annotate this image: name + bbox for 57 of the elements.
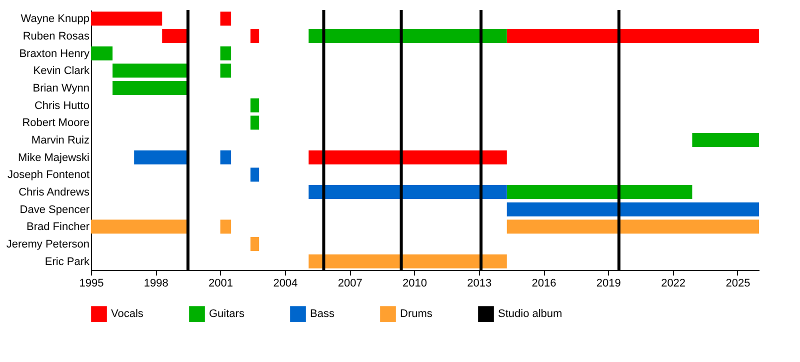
- y-tick-label: Chris Andrews: [18, 186, 90, 198]
- x-tick-label: 1995: [79, 278, 104, 290]
- y-tick-label: Dave Spencer: [20, 204, 90, 216]
- x-tick-label: 1998: [144, 278, 168, 290]
- bar: [112, 64, 188, 78]
- bar: [250, 29, 260, 43]
- bar: [692, 133, 759, 147]
- bar: [220, 64, 232, 78]
- y-tick-label: Braxton Henry: [19, 48, 90, 60]
- bar: [220, 12, 232, 26]
- x-tick-label: 2013: [467, 278, 492, 290]
- bar: [506, 202, 759, 216]
- y-tick-label: Wayne Knupp: [20, 13, 90, 26]
- y-tick-label: Ruben Rosas: [22, 30, 90, 42]
- bar: [112, 81, 188, 95]
- y-tick-label: Chris Hutto: [34, 100, 90, 112]
- bar: [308, 150, 507, 164]
- legend-label: Vocals: [111, 308, 144, 320]
- legend-label: Studio album: [498, 308, 562, 320]
- bar: [220, 220, 232, 234]
- bar: [250, 116, 260, 130]
- x-tick-label: 2001: [208, 278, 234, 290]
- x-tick-label: 2007: [338, 278, 362, 290]
- legend-label: Bass: [310, 308, 335, 320]
- y-tick-label: Brian Wynn: [32, 82, 90, 94]
- x-tick-label: 2022: [661, 278, 686, 290]
- x-tick-label: 2004: [273, 278, 298, 290]
- bar: [506, 220, 759, 234]
- y-tick-label: Mike Majewski: [18, 152, 90, 164]
- y-tick-label: Eric Park: [44, 256, 90, 268]
- x-tick-label: 2016: [532, 278, 556, 290]
- legend-label: Guitars: [209, 308, 245, 320]
- y-tick-label: Brad Fincher: [26, 221, 90, 234]
- bar: [308, 185, 507, 199]
- bar: [506, 29, 759, 43]
- y-tick-label: Marvin Ruiz: [31, 134, 90, 146]
- y-tick-label: Jeremy Peterson: [6, 238, 90, 250]
- x-tick-label: 2025: [726, 278, 750, 290]
- bar: [308, 29, 507, 43]
- x-tick-label: 2010: [402, 278, 427, 290]
- bar: [250, 168, 260, 182]
- bar: [308, 254, 507, 268]
- bar: [162, 29, 188, 43]
- x-tick-label: 2019: [596, 278, 621, 290]
- legend-label: Drums: [400, 308, 433, 320]
- bar: [91, 220, 188, 234]
- y-tick-label: Robert Moore: [22, 117, 90, 130]
- bar: [91, 12, 162, 26]
- y-tick-label: Joseph Fontenot: [8, 169, 90, 182]
- y-tick-label: Kevin Clark: [33, 65, 90, 78]
- bar: [134, 150, 188, 164]
- bar: [506, 185, 692, 199]
- bar: [220, 46, 232, 60]
- bar: [91, 46, 113, 60]
- bar: [250, 237, 260, 251]
- bar: [250, 98, 260, 112]
- bar: [220, 150, 232, 164]
